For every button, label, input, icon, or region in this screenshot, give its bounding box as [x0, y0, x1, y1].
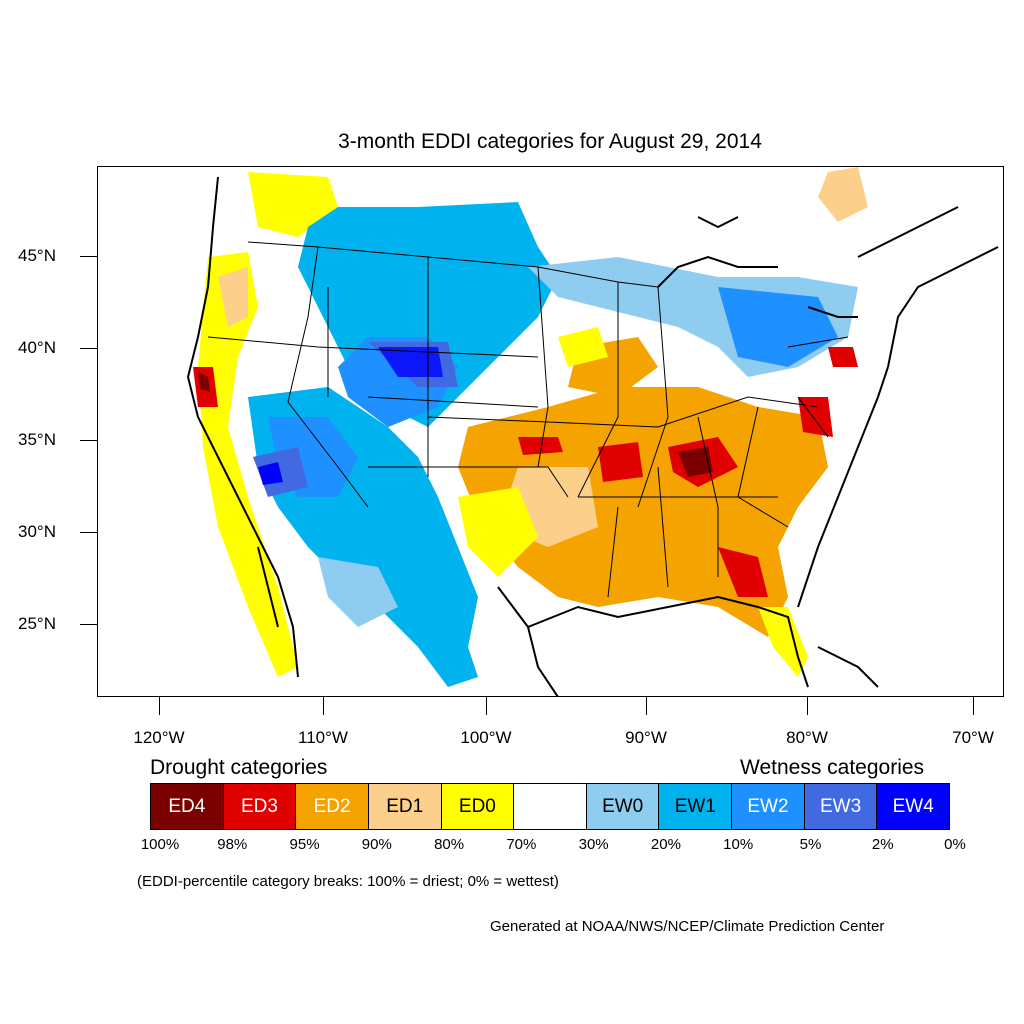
percentile-label: 80%: [434, 836, 465, 853]
drought-heading: Drought categories: [150, 756, 328, 779]
percentile-label: 10%: [723, 836, 754, 853]
percentile-label: 0%: [944, 836, 966, 853]
lon-tick: [486, 697, 487, 715]
legend-swatch: EW0: [586, 784, 660, 829]
legend-swatch: ED1: [368, 784, 442, 829]
percentile-label: 70%: [506, 836, 537, 853]
map-panel: [97, 166, 1004, 697]
percentile-label: 5%: [799, 836, 822, 853]
category-note: (EDDI-percentile category breaks: 100% =…: [137, 873, 559, 890]
legend-swatch: ED2: [296, 784, 369, 829]
lon-label: 70°W: [952, 728, 994, 747]
lon-tick: [159, 697, 160, 715]
category-legend: ED4 ED3 ED2 ED1 ED0 EW0 EW1 EW2 EW3 EW4: [150, 783, 950, 830]
coastlines: [186, 176, 999, 696]
percentile-label: 98%: [217, 836, 248, 853]
legend-swatch: EW3: [804, 784, 878, 829]
percentile-label: 20%: [650, 836, 681, 853]
lat-tick: [80, 440, 97, 441]
percentile-label: 30%: [578, 836, 609, 853]
eddi-map: [186, 167, 999, 696]
legend-swatch: [514, 784, 587, 829]
wetness-heading: Wetness categories: [740, 756, 925, 779]
lon-label: 90°W: [625, 728, 667, 747]
percentile-label: 100%: [140, 836, 180, 853]
lon-tick: [807, 697, 808, 715]
lat-tick: [80, 532, 97, 533]
lat-label: 40°N: [18, 338, 56, 357]
lon-tick: [323, 697, 324, 715]
lon-tick: [973, 697, 974, 715]
map-title: 3-month EDDI categories for August 29, 2…: [338, 130, 762, 153]
lat-tick: [80, 348, 97, 349]
lat-label: 45°N: [18, 246, 56, 265]
lat-label: 30°N: [18, 522, 56, 541]
lon-label: 80°W: [786, 728, 828, 747]
legend-swatch: ED3: [223, 784, 297, 829]
lon-label: 100°W: [460, 728, 512, 747]
lon-label: 120°W: [133, 728, 185, 747]
legend-swatch: EW1: [659, 784, 733, 829]
lat-tick: [80, 256, 97, 257]
lat-label: 35°N: [18, 430, 56, 449]
lon-tick: [646, 697, 647, 715]
legend-swatch: ED4: [151, 784, 224, 829]
percentile-label: 95%: [289, 836, 320, 853]
legend-swatch: EW4: [877, 784, 950, 829]
credit-line: Generated at NOAA/NWS/NCEP/Climate Predi…: [490, 918, 885, 935]
legend-swatch: ED0: [441, 784, 515, 829]
percentile-label: 90%: [361, 836, 392, 853]
legend-swatch: EW2: [732, 784, 805, 829]
lon-label: 110°W: [298, 728, 348, 747]
state-boundaries: [207, 241, 849, 598]
lat-tick: [80, 624, 97, 625]
lat-label: 25°N: [18, 614, 56, 633]
percentile-label: 2%: [871, 836, 894, 853]
